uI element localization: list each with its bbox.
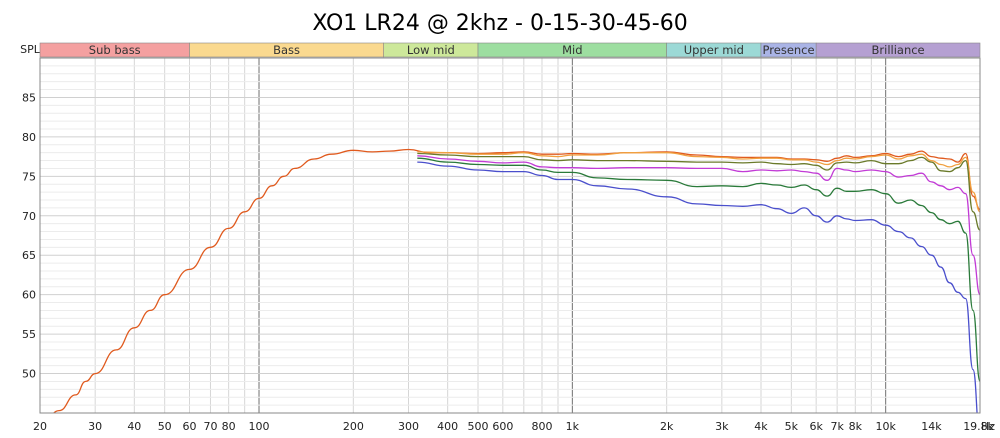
series-line-3 [417, 155, 980, 296]
x-tick-label: 7k [830, 420, 844, 433]
x-tick-label: 60 [182, 420, 196, 433]
series-line-0 [52, 148, 980, 413]
x-tick-label: 200 [343, 420, 364, 433]
x-unit-label: Hz [981, 420, 995, 433]
x-tick-label: 14k [921, 420, 942, 433]
x-tick-label: 40 [127, 420, 141, 433]
x-tick-label: 300 [398, 420, 419, 433]
series-line-1 [417, 151, 980, 213]
x-tick-label: 8k [849, 420, 863, 433]
band-6 [815, 42, 981, 58]
x-tick-label: 19.8k [963, 420, 994, 433]
band-label-5: Presence [763, 43, 815, 57]
x-tick-label: 4k [754, 420, 768, 433]
x-tick-label: 400 [437, 420, 458, 433]
y-tick-label: 85 [22, 91, 36, 104]
band-label-0: Sub bass [89, 43, 141, 57]
series-line-2 [417, 152, 980, 231]
x-tick-label: 10k [875, 420, 896, 433]
band-label-6: Brilliance [872, 43, 925, 57]
y-tick-label: 50 [22, 368, 36, 381]
x-tick-label: 30 [88, 420, 102, 433]
y-tick-label: 80 [22, 131, 36, 144]
x-tick-label: 500 [468, 420, 489, 433]
x-tick-label: 2k [660, 420, 674, 433]
x-tick-label: 70 [203, 420, 217, 433]
band-label-2: Low mid [407, 43, 455, 57]
grid [39, 57, 981, 414]
y-axis-label: SPL [20, 43, 41, 56]
series-lines [52, 148, 980, 413]
x-tick-label: 20 [33, 420, 47, 433]
x-tick-label: 1k [566, 420, 580, 433]
series-line-5 [417, 161, 978, 413]
x-tick-label: 3k [715, 420, 729, 433]
x-tick-label: 80 [222, 420, 236, 433]
x-tick-label: 6k [809, 420, 823, 433]
band-label-3: Mid [562, 43, 582, 57]
x-tick-label: 50 [158, 420, 172, 433]
y-tick-label: 60 [22, 289, 36, 302]
series-line-4 [417, 157, 980, 383]
axes: 50 55 60 65 70 75 80 85 20 30 40 50 60 70 80 100 200 300 4… [22, 57, 995, 433]
band-label-1: Bass [273, 43, 300, 57]
y-tick-label: 70 [22, 210, 36, 223]
x-tick-label: 600 [492, 420, 513, 433]
chart-title: XO1 LR24 @ 2khz - 0-15-30-45-60 [312, 11, 687, 36]
y-tick-label: 55 [22, 328, 36, 341]
frequency-bands: Sub bass Bass Low mid Mid Upper mid Presence B… [39, 42, 981, 58]
y-tick-label: 65 [22, 249, 36, 262]
x-tick-label: 5k [785, 420, 799, 433]
band-label-4: Upper mid [684, 43, 744, 57]
y-tick-label: 75 [22, 170, 36, 183]
x-tick-label: 800 [531, 420, 552, 433]
x-tick-label: 100 [249, 420, 270, 433]
plot-frame [39, 57, 981, 414]
